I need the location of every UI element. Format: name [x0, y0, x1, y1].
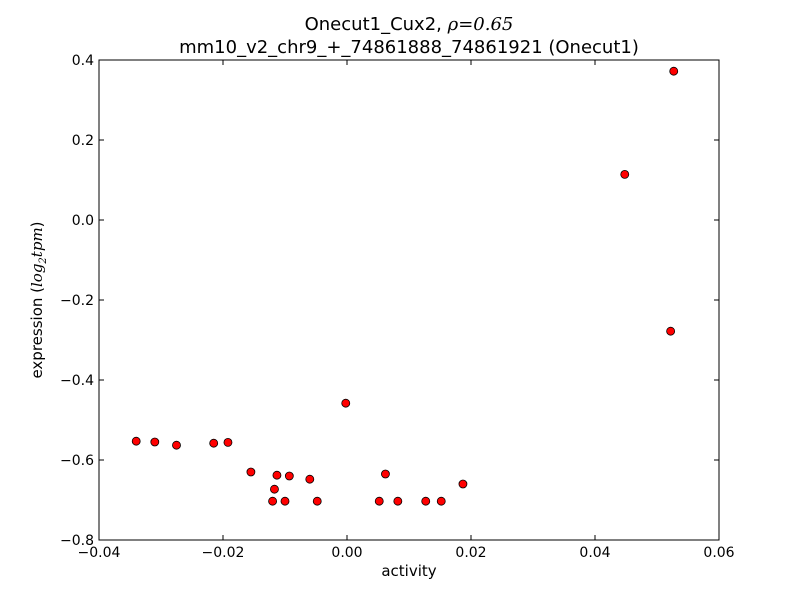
data-point [131, 436, 141, 446]
x-tick-label: 0.00 [331, 545, 362, 561]
x-tick-label: 0.06 [703, 545, 734, 561]
y-tick-label: −0.2 [60, 293, 94, 309]
y-axis-label: expression (log2tpm) [28, 221, 49, 378]
data-point [150, 437, 160, 447]
data-series [131, 66, 679, 506]
data-point [268, 496, 278, 506]
y-tick-label: 0.4 [72, 53, 94, 69]
data-point [620, 169, 630, 179]
x-axis-label: activity [381, 562, 436, 580]
x-tick-label: 0.02 [455, 545, 486, 561]
data-point [341, 398, 351, 408]
data-point [458, 479, 468, 489]
x-tick-label: −0.04 [78, 545, 121, 561]
data-point [223, 437, 233, 447]
data-point [381, 469, 390, 479]
y-tick-label: 0.0 [72, 213, 94, 229]
x-tick-label: −0.02 [202, 545, 245, 561]
data-point [305, 474, 315, 484]
chart-title: Onecut1_Cux2, ρ=0.65 [305, 14, 514, 35]
data-point [284, 471, 294, 481]
x-tick-label: 0.04 [579, 545, 610, 561]
data-point [172, 440, 181, 450]
chart-subtitle: mm10_v2_chr9_+_74861888_74861921 (Onecut… [179, 37, 639, 58]
data-point [436, 496, 446, 506]
data-point [666, 326, 676, 336]
data-point [280, 496, 290, 506]
data-point [312, 496, 322, 506]
data-point [270, 484, 279, 494]
data-point [421, 496, 431, 506]
data-point [272, 470, 282, 480]
plot-area [98, 59, 720, 541]
y-tick-label: −0.4 [60, 373, 94, 389]
y-tick-label: −0.6 [60, 453, 94, 469]
data-point [669, 66, 679, 76]
y-tick-label: 0.2 [72, 133, 94, 149]
data-point [374, 496, 384, 506]
y-tick-label: −0.8 [60, 533, 94, 549]
data-point [209, 438, 219, 448]
y-axis: 0.4 0.2 0.0 −0.2 −0.4 −0.6 −0.8 [60, 53, 719, 549]
x-axis: −0.04 −0.02 0.00 0.02 0.04 0.06 [78, 60, 735, 561]
data-point [246, 467, 256, 477]
data-point [393, 496, 403, 506]
